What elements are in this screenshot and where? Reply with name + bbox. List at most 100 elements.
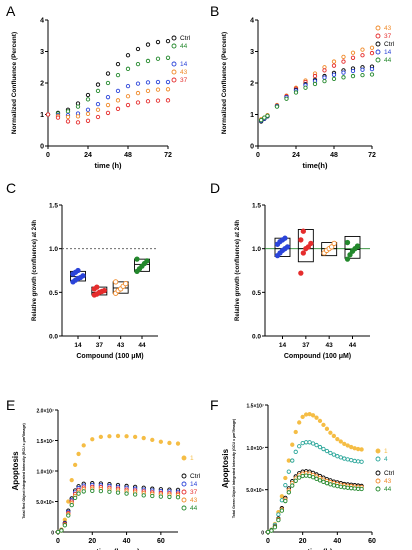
data-point (331, 72, 337, 77)
data-point (283, 498, 288, 504)
y-axis-label: Apoptosis (11, 451, 20, 491)
y-tick-label: 0.5 (252, 290, 261, 297)
data-point (65, 114, 71, 120)
data-point (338, 455, 343, 460)
data-point (293, 90, 299, 95)
data-point (132, 434, 138, 439)
data-point (155, 98, 161, 103)
x-axis-label: time (h) (94, 161, 122, 170)
data-point (135, 90, 141, 96)
data-point (105, 80, 111, 86)
data-point (283, 475, 288, 481)
legend-label: 43 (180, 69, 188, 76)
data-point (115, 72, 121, 78)
data-point (331, 76, 337, 82)
legend-marker (181, 505, 187, 511)
y-tick-label: 2 (250, 81, 254, 88)
legend-marker (375, 470, 381, 476)
data-point (165, 38, 171, 44)
data-point (107, 434, 112, 439)
data-point (115, 98, 121, 103)
y-tick-label: 4 (250, 18, 254, 25)
x-tick-label: 24 (292, 152, 300, 159)
series-37 (45, 98, 171, 125)
data-point (314, 476, 319, 481)
data-point (95, 114, 101, 120)
box-point (113, 279, 119, 285)
data-point (290, 442, 295, 447)
data-point (135, 100, 141, 105)
box-point (329, 244, 335, 250)
data-point (342, 456, 347, 461)
panel-A: A 0 24 48 72 0 1 2 3 4 time (h) Normalized Confluen… (6, 3, 191, 170)
data-point (352, 458, 357, 464)
legend-label: 37 (384, 33, 392, 40)
panel-letter: E (6, 397, 15, 413)
x-tick-label: 44 (138, 342, 146, 349)
data-point (75, 120, 81, 125)
legend-label: 43 (384, 478, 392, 485)
data-point (293, 449, 298, 454)
y-tick-label: 1.0 (252, 246, 261, 253)
data-point (145, 88, 151, 94)
box (297, 229, 314, 263)
data-point (349, 486, 354, 491)
data-point (165, 79, 171, 85)
data-point (125, 94, 131, 99)
data-point (321, 479, 326, 484)
y-tick-label: 1.0×10⁷ (37, 470, 55, 476)
data-point (300, 473, 305, 479)
y-tick-label: 0.5 (49, 290, 58, 297)
data-point (85, 92, 91, 98)
panel-letter: D (210, 180, 220, 196)
x-tick-label: 20 (88, 538, 96, 545)
y-tick-label: 1 (40, 112, 44, 119)
box-point (75, 267, 81, 274)
data-point (135, 46, 141, 52)
data-point (360, 67, 365, 72)
x-axis-label: time(h) (308, 547, 334, 550)
panel-C: C 0.0 0.5 1.0 1.5 14 37 43 44 Compound (100 μM) Re… (6, 180, 158, 360)
legend-label: 44 (384, 486, 392, 493)
data-point (55, 529, 61, 535)
y-tick-label: 1.0 (49, 246, 58, 253)
panel-D: D 0.0 0.5 1.0 1.5 14 37 43 44 Compound (100 μM) Re… (210, 180, 370, 360)
legend-marker (171, 77, 177, 83)
data-point (125, 66, 131, 71)
data-point (342, 485, 347, 490)
legend-label: 14 (180, 61, 188, 68)
legend-marker (181, 455, 187, 461)
box-point (134, 256, 140, 262)
y-tick-label: 2.0×10⁷ (37, 409, 55, 415)
data-point (310, 475, 316, 480)
data-point (85, 97, 91, 102)
box-point (94, 284, 100, 290)
y-tick-label: 3 (40, 49, 44, 56)
data-point (55, 115, 61, 120)
y-tick-label: 0 (51, 531, 54, 537)
data-point (345, 457, 350, 462)
data-point (328, 430, 333, 435)
box-point (308, 240, 314, 247)
data-point (355, 446, 361, 452)
data-point (297, 475, 302, 480)
data-point (297, 420, 302, 425)
legend-marker (181, 481, 187, 487)
panel-letter: C (6, 180, 16, 196)
box-point (300, 250, 306, 256)
legend-marker (171, 69, 177, 75)
box-point (344, 256, 351, 262)
legend-label: Ctrl (384, 470, 395, 477)
data-point (279, 498, 285, 503)
data-point (45, 112, 51, 117)
legend-label: 44 (180, 43, 188, 50)
data-point (75, 114, 81, 119)
box-point (298, 237, 304, 243)
data-point (322, 78, 327, 84)
data-point (175, 441, 181, 446)
series-44 (265, 473, 364, 535)
data-point (312, 73, 318, 79)
data-point (95, 88, 101, 94)
y-tick-label: 5.0×10⁶ (36, 500, 54, 506)
data-point (125, 53, 131, 58)
